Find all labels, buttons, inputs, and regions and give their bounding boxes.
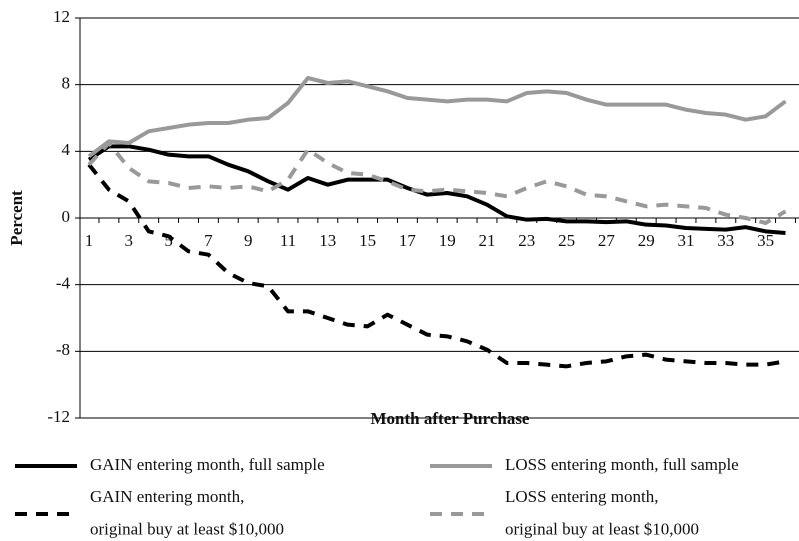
x-tick-label: 11 <box>280 231 296 250</box>
y-tick-label: 8 <box>62 74 71 93</box>
x-tick-label: 31 <box>678 231 695 250</box>
y-tick-label: 0 <box>62 207 71 226</box>
x-tick-label: 33 <box>717 231 734 250</box>
legend-label: GAIN entering month, original buy at leas… <box>90 487 284 538</box>
series-line <box>87 141 787 225</box>
y-tick-label: -12 <box>47 407 70 426</box>
y-tick-label: 4 <box>62 140 71 159</box>
x-tick-label: 25 <box>558 231 575 250</box>
series-line <box>87 76 787 158</box>
y-tick-label: -4 <box>56 274 71 293</box>
x-tick-label: 15 <box>359 231 376 250</box>
x-tick-label: 29 <box>638 231 655 250</box>
x-tick-label: 13 <box>319 231 336 250</box>
x-tick-label: 7 <box>204 231 213 250</box>
x-tick-label: 19 <box>439 231 456 250</box>
legend-label: LOSS entering month, original buy at leas… <box>505 487 699 538</box>
legend-label: GAIN entering month, full sample <box>90 455 325 474</box>
x-tick-label: 1 <box>85 231 94 250</box>
x-tick-label: 3 <box>125 231 134 250</box>
x-tick-label: 21 <box>479 231 496 250</box>
y-tick-label: 12 <box>53 7 70 26</box>
series-line <box>87 144 786 235</box>
series-line <box>87 163 786 369</box>
x-tick-label: 17 <box>399 231 417 250</box>
x-tick-label: 27 <box>598 231 616 250</box>
legend-label: LOSS entering month, full sample <box>505 455 739 474</box>
x-tick-label: 23 <box>518 231 535 250</box>
x-tick-label: 35 <box>757 231 774 250</box>
x-tick-label: 9 <box>244 231 253 250</box>
y-tick-label: -8 <box>56 340 70 359</box>
x-tick-label: 5 <box>164 231 173 250</box>
y-axis-label: Percent <box>7 190 26 246</box>
